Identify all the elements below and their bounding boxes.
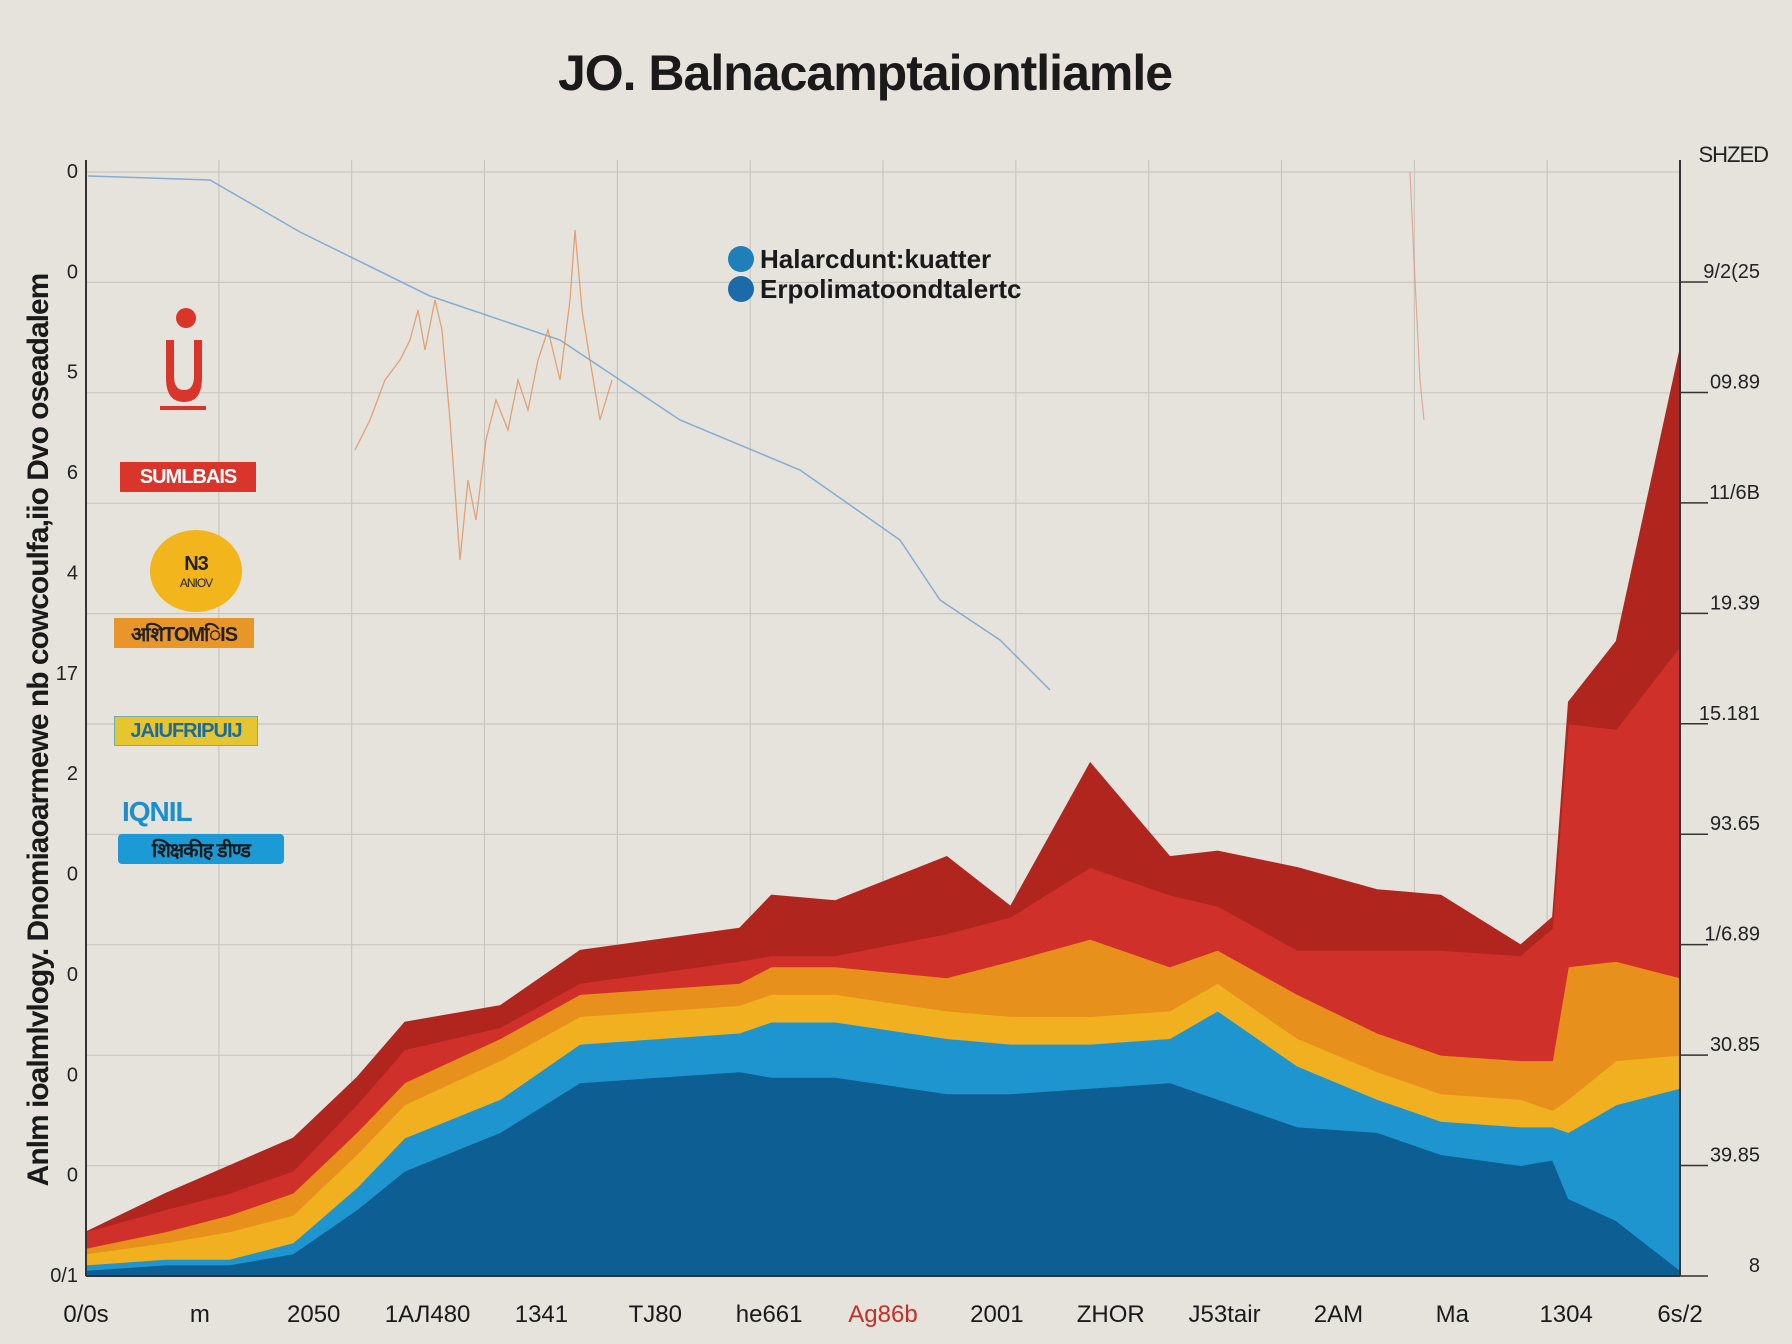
trace-line: [354, 229, 613, 561]
x-tick-label: J53tair: [1189, 1301, 1261, 1328]
left-tick-label: 4: [67, 562, 78, 584]
left-tick-labels: 0 0 5 6 4 17 2 0 0 0 0 0/1: [50, 161, 78, 1287]
x-tick-label: ZHOR: [1077, 1301, 1145, 1328]
x-tick-labels: 0/0s m 2050 1АЛ480 1341 TJ80 he661 Ag86b 2001 ZHO…: [63, 1301, 1702, 1328]
left-tick-label: 2: [67, 763, 78, 785]
x-tick-label: 6s/2: [1657, 1301, 1702, 1328]
stacked-areas: [85, 348, 1681, 1277]
left-tick-label: 0: [67, 964, 78, 986]
right-axis-title: SHZED: [1698, 142, 1769, 167]
right-tick-label: 9/2(25: [1703, 261, 1760, 283]
badge-circle-text: N3: [184, 552, 209, 575]
background-traces: [87, 171, 1425, 691]
x-tick-label: m: [190, 1301, 210, 1328]
left-tick-label: 6: [67, 462, 78, 484]
legend-swatch-icon: [728, 276, 754, 302]
right-tick-label: 39.85: [1710, 1145, 1760, 1167]
x-tick-label: Ma: [1436, 1301, 1470, 1328]
left-tick-label: 0/1: [50, 1265, 78, 1287]
right-tick-label: 93.65: [1710, 813, 1760, 835]
right-tick-label: 11/6B: [1709, 482, 1760, 504]
trace-line: [1409, 171, 1425, 421]
legend-swatch-icon: [728, 246, 754, 272]
right-tick-label: 30.85: [1710, 1034, 1760, 1056]
x-tick-label: 2AM: [1314, 1301, 1363, 1328]
left-tick-label: 0: [67, 864, 78, 886]
left-tick-label: 17: [56, 663, 78, 685]
trace-line: [87, 175, 1051, 691]
left-tick-label: 0: [67, 1165, 78, 1187]
badge-circle: N3 ANIOV: [150, 530, 242, 612]
logo-icon: [160, 308, 206, 410]
x-tick-label: 2001: [970, 1301, 1023, 1328]
badge-circle-sub: ANIOV: [179, 575, 213, 590]
legend-label: Erpolimatoondtalertc: [760, 274, 1022, 304]
legend: Halarcdunt:kuatter Erpolimatoondtalertc: [728, 244, 1021, 304]
right-tick-label: 09.89: [1710, 371, 1760, 393]
x-tick-label: he661: [736, 1301, 803, 1328]
x-tick-label: 1341: [515, 1301, 568, 1328]
x-tick-label: 1АЛ480: [385, 1301, 471, 1328]
axes: [85, 160, 1681, 1277]
x-tick-label: 2050: [287, 1301, 340, 1328]
badge-red: SUMLBAIS: [120, 462, 256, 492]
left-tick-label: 5: [67, 362, 78, 384]
x-tick-label: Ag86b: [848, 1301, 917, 1328]
left-tick-label: 0: [67, 1064, 78, 1086]
y-axis-label-wrap: Anlm ioalmlvlogy. Dnomiaoarmewe nb cowco…: [22, 180, 56, 1280]
x-tick-label: TJ80: [629, 1301, 682, 1328]
x-tick-label: 0/0s: [63, 1301, 108, 1328]
right-tick-label: 1/6.89: [1704, 924, 1760, 946]
x-tick-label: 1304: [1539, 1301, 1592, 1328]
chart-title: JO. Balnacamptaiontliamle: [557, 45, 1173, 101]
badge-blue: शिक्षकीह डीण्ड: [118, 834, 284, 864]
right-tick-label: 8: [1749, 1255, 1760, 1277]
legend-item: Erpolimatoondtalertc: [728, 274, 1021, 304]
right-tick-label: 15.181: [1699, 703, 1760, 725]
badge-blue-heading: IQNIL: [122, 796, 193, 827]
right-tick-label: 19.39: [1710, 592, 1760, 614]
legend-item: Halarcdunt:kuatter: [728, 244, 1021, 274]
left-tick-label: 0: [67, 261, 78, 283]
badge-orange: अशिTOMिIS: [114, 618, 254, 648]
right-tick-labels: 9/2(25 09.89 11/6B 19.39 15.181 93.65 1/6.89 30…: [1680, 261, 1760, 1277]
badge-yellow: JAIUFRIPUIJ: [114, 716, 258, 746]
y-axis-label: Anlm ioalmlvlogy. Dnomiaoarmewe nb cowco…: [22, 273, 55, 1187]
left-tick-label: 0: [67, 161, 78, 183]
legend-label: Halarcdunt:kuatter: [760, 244, 992, 274]
